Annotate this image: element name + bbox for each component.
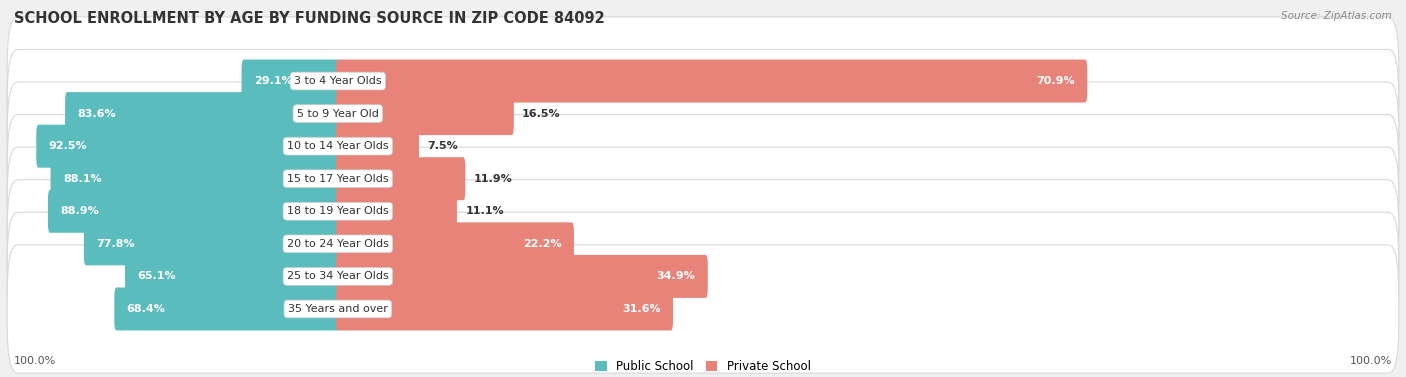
FancyBboxPatch shape: [7, 245, 1399, 373]
Text: 92.5%: 92.5%: [49, 141, 87, 151]
Text: 22.2%: 22.2%: [523, 239, 561, 249]
FancyBboxPatch shape: [7, 212, 1399, 340]
FancyBboxPatch shape: [48, 190, 340, 233]
Text: 34.9%: 34.9%: [657, 271, 696, 281]
FancyBboxPatch shape: [7, 49, 1399, 178]
Text: 25 to 34 Year Olds: 25 to 34 Year Olds: [287, 271, 388, 281]
Text: 100.0%: 100.0%: [14, 356, 56, 366]
Text: SCHOOL ENROLLMENT BY AGE BY FUNDING SOURCE IN ZIP CODE 84092: SCHOOL ENROLLMENT BY AGE BY FUNDING SOUR…: [14, 11, 605, 26]
Text: 83.6%: 83.6%: [77, 109, 117, 119]
Text: 20 to 24 Year Olds: 20 to 24 Year Olds: [287, 239, 389, 249]
Text: 70.9%: 70.9%: [1036, 76, 1074, 86]
Text: 10 to 14 Year Olds: 10 to 14 Year Olds: [287, 141, 388, 151]
FancyBboxPatch shape: [336, 92, 513, 135]
Text: 5 to 9 Year Old: 5 to 9 Year Old: [297, 109, 378, 119]
FancyBboxPatch shape: [125, 255, 340, 298]
Text: Source: ZipAtlas.com: Source: ZipAtlas.com: [1281, 11, 1392, 21]
FancyBboxPatch shape: [7, 180, 1399, 308]
FancyBboxPatch shape: [7, 147, 1399, 276]
FancyBboxPatch shape: [7, 115, 1399, 243]
FancyBboxPatch shape: [336, 125, 419, 168]
FancyBboxPatch shape: [7, 82, 1399, 210]
Text: 68.4%: 68.4%: [127, 304, 166, 314]
Text: 88.1%: 88.1%: [63, 174, 101, 184]
Text: 11.9%: 11.9%: [474, 174, 512, 184]
Text: 35 Years and over: 35 Years and over: [288, 304, 388, 314]
FancyBboxPatch shape: [336, 255, 707, 298]
Text: 88.9%: 88.9%: [60, 206, 98, 216]
Legend: Public School, Private School: Public School, Private School: [591, 355, 815, 377]
FancyBboxPatch shape: [242, 60, 340, 103]
FancyBboxPatch shape: [336, 222, 574, 265]
Text: 11.1%: 11.1%: [465, 206, 503, 216]
FancyBboxPatch shape: [51, 157, 340, 200]
FancyBboxPatch shape: [336, 60, 1087, 103]
FancyBboxPatch shape: [336, 157, 465, 200]
FancyBboxPatch shape: [114, 288, 340, 331]
Text: 16.5%: 16.5%: [522, 109, 561, 119]
FancyBboxPatch shape: [7, 17, 1399, 145]
Text: 7.5%: 7.5%: [427, 141, 458, 151]
Text: 3 to 4 Year Olds: 3 to 4 Year Olds: [294, 76, 381, 86]
FancyBboxPatch shape: [84, 222, 340, 265]
FancyBboxPatch shape: [336, 190, 457, 233]
Text: 100.0%: 100.0%: [1350, 356, 1392, 366]
Text: 15 to 17 Year Olds: 15 to 17 Year Olds: [287, 174, 388, 184]
FancyBboxPatch shape: [37, 125, 340, 168]
Text: 29.1%: 29.1%: [254, 76, 292, 86]
Text: 65.1%: 65.1%: [138, 271, 176, 281]
Text: 31.6%: 31.6%: [621, 304, 661, 314]
FancyBboxPatch shape: [336, 288, 673, 331]
FancyBboxPatch shape: [65, 92, 340, 135]
Text: 77.8%: 77.8%: [96, 239, 135, 249]
Text: 18 to 19 Year Olds: 18 to 19 Year Olds: [287, 206, 388, 216]
